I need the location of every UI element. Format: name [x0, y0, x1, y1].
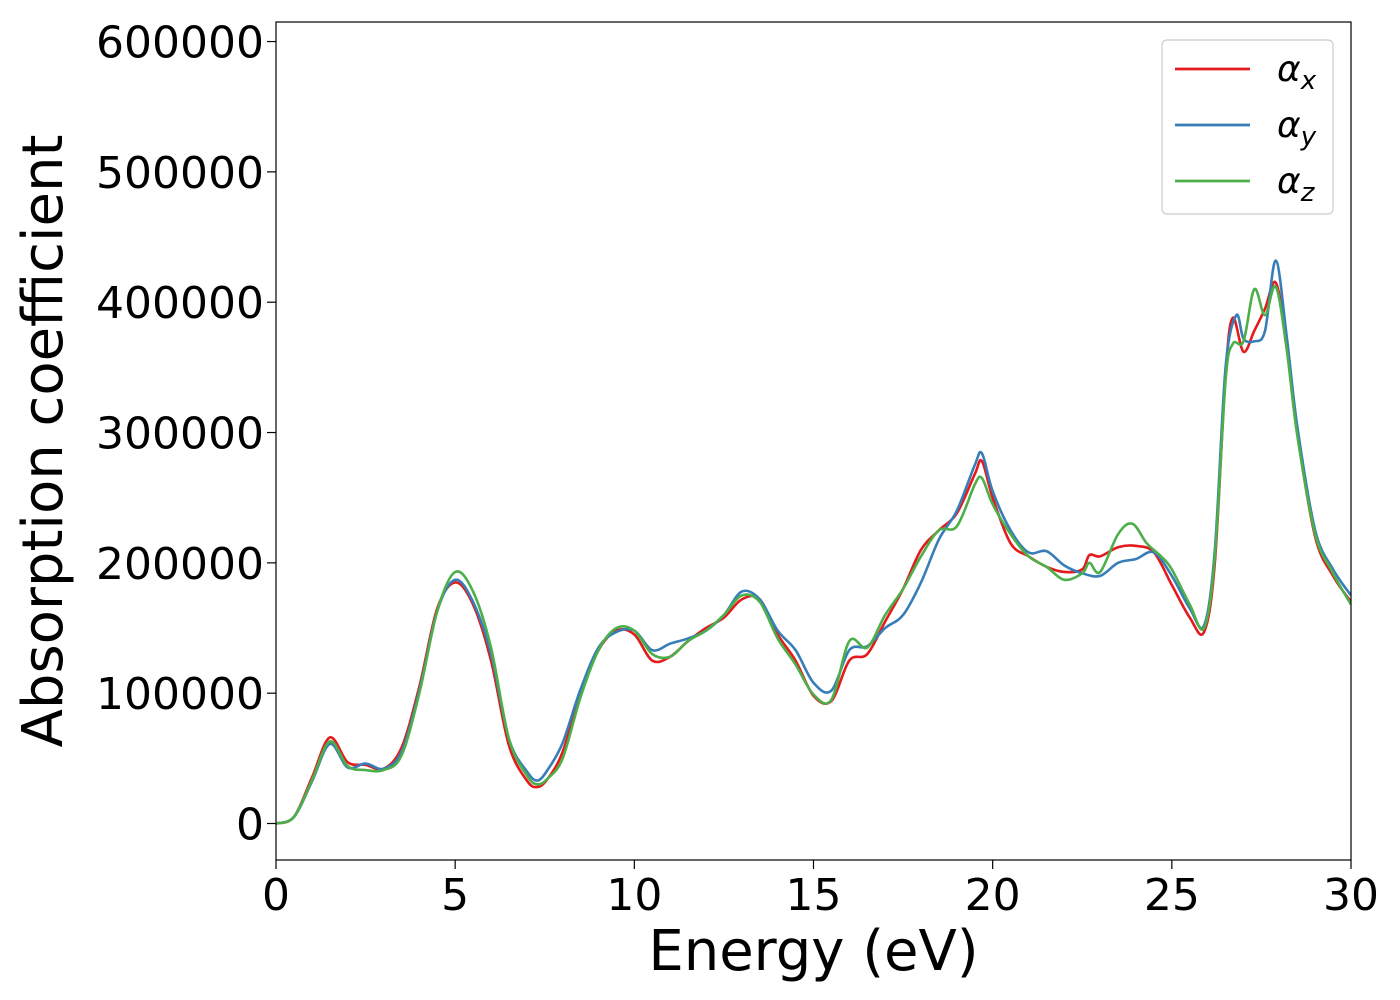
legend-label-z: αz [1277, 161, 1316, 208]
x-tick-label: 10 [606, 870, 662, 921]
x-tick-label: 30 [1323, 870, 1379, 921]
y-tick-label: 200000 [96, 539, 264, 590]
y-tick-label: 0 [236, 800, 264, 851]
series-line-x [276, 280, 1351, 825]
y-axis-label: Absorption coefficient [11, 135, 76, 748]
y-tick-label: 500000 [96, 148, 264, 199]
legend-box [1161, 39, 1334, 215]
legend-label-x: αx [1277, 49, 1317, 96]
series-line-y [276, 259, 1351, 825]
series-line-z [276, 284, 1351, 825]
x-tick-label: 25 [1144, 870, 1200, 921]
x-axis-label: Energy (eV) [648, 919, 978, 984]
x-tick-label: 0 [262, 870, 290, 921]
axis-ticks: 0 5 10 15 20 25 30 0 100000 200000 300000 400000 500… [96, 18, 1379, 921]
y-tick-label: 400000 [96, 278, 264, 329]
x-tick-label: 15 [786, 870, 842, 921]
y-tick-label: 300000 [96, 409, 264, 460]
x-tick-label: 5 [441, 870, 469, 921]
y-tick-label: 600000 [96, 18, 264, 69]
x-tick-label: 20 [965, 870, 1021, 921]
legend: αx αy αz [1161, 39, 1334, 215]
legend-label-y: αy [1277, 105, 1317, 152]
series-lines [276, 259, 1351, 825]
y-tick-label: 100000 [96, 669, 264, 720]
